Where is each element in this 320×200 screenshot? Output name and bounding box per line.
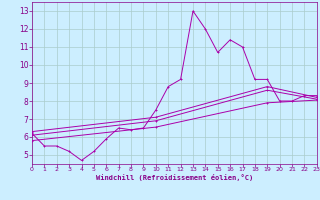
X-axis label: Windchill (Refroidissement éolien,°C): Windchill (Refroidissement éolien,°C) [96,174,253,181]
